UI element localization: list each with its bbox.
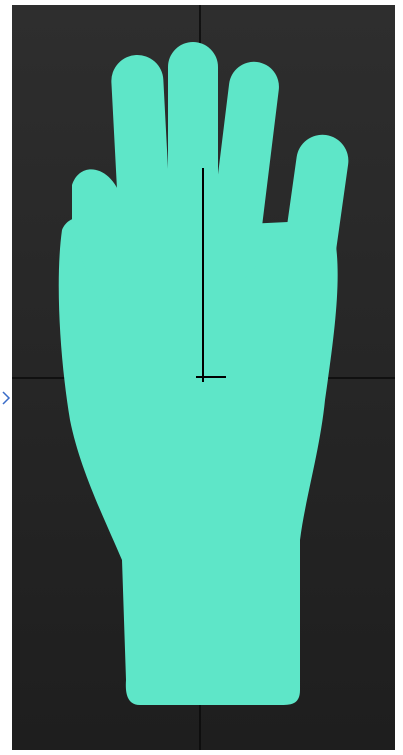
viewer bbox=[0, 0, 403, 755]
side-arrow bbox=[3, 392, 9, 404]
page bbox=[0, 0, 403, 755]
